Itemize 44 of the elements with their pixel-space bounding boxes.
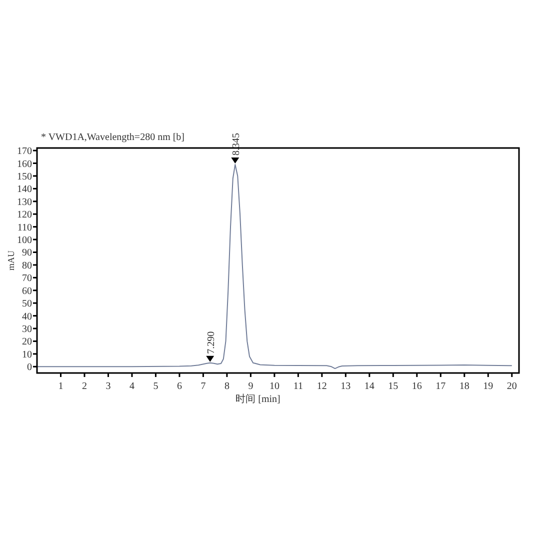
x-tick-label: 4 xyxy=(129,381,134,392)
y-tick-label: 170 xyxy=(17,146,32,158)
x-tick-label: 16 xyxy=(412,381,422,392)
y-tick-label: 10 xyxy=(22,349,32,360)
y-tick-label: 110 xyxy=(17,222,32,234)
x-tick-label: 20 xyxy=(506,381,517,392)
y-tick-label: 140 xyxy=(17,184,32,196)
y-tick-label: 150 xyxy=(17,171,32,182)
x-tick-label: 5 xyxy=(153,381,158,392)
x-axis-title: 时间 [min] xyxy=(236,393,280,405)
y-tick-label: 20 xyxy=(22,336,32,348)
y-tick-label: 160 xyxy=(17,158,32,170)
y-tick-label: 120 xyxy=(17,210,32,221)
x-tick-label: 12 xyxy=(316,381,327,392)
x-tick-label: 7 xyxy=(200,381,206,392)
x-tick-label: 18 xyxy=(459,381,470,392)
x-tick-label: 9 xyxy=(248,381,254,392)
x-tick-label: 14 xyxy=(364,381,374,392)
x-tick-label: 17 xyxy=(436,381,446,392)
y-axis-title: mAU xyxy=(6,250,16,270)
x-tick-label: 11 xyxy=(293,381,304,392)
chart-title: * VWD1A,Wavelength=280 nm [b] xyxy=(41,132,185,143)
x-tick-label: 10 xyxy=(269,381,280,392)
annotation: 7.290 xyxy=(206,331,218,354)
y-tick-label: 70 xyxy=(22,273,32,284)
x-tick-label: 3 xyxy=(106,381,111,392)
y-tick-label: 90 xyxy=(22,248,32,259)
y-tick-label: 100 xyxy=(17,235,32,246)
y-tick-label: 30 xyxy=(22,324,32,336)
y-tick-label: 130 xyxy=(17,196,32,208)
y-tick-label: 50 xyxy=(22,298,32,310)
x-tick-label: 8 xyxy=(224,381,230,392)
annotation: 8.345 xyxy=(231,133,242,156)
y-tick-label: 40 xyxy=(22,311,32,322)
y-tick-label: 80 xyxy=(22,260,32,272)
x-tick-label: 19 xyxy=(483,381,494,392)
x-tick-label: 1 xyxy=(58,381,64,392)
x-tick-label: 6 xyxy=(176,381,182,392)
y-tick-label: 0 xyxy=(27,362,32,374)
line-series xyxy=(36,164,512,370)
x-tick-label: 13 xyxy=(340,381,351,392)
y-tick-label: 60 xyxy=(22,286,32,297)
x-tick-label: 15 xyxy=(388,381,398,392)
x-tick-label: 2 xyxy=(82,381,87,392)
